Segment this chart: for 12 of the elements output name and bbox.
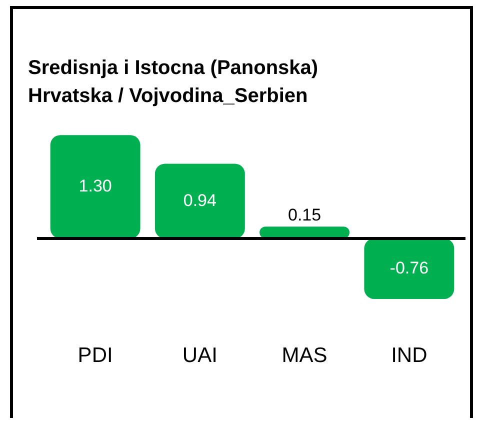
x-tick-label: IND bbox=[391, 344, 428, 368]
bar bbox=[364, 238, 454, 299]
x-tick-label: MAS bbox=[282, 344, 328, 368]
data-label: -0.76 bbox=[390, 258, 429, 278]
data-label: 0.15 bbox=[288, 205, 322, 224]
data-label: 0.94 bbox=[183, 190, 216, 210]
chart-title: Sredisnja i Istocna (Panonska) Hrvatska / Vojvodina_Serbien bbox=[28, 56, 318, 109]
x-tick-label: PDI bbox=[78, 344, 113, 368]
data-label: 1.30 bbox=[78, 176, 112, 196]
x-tick-label: UAI bbox=[182, 344, 218, 368]
bar bbox=[50, 135, 140, 238]
bar bbox=[154, 164, 245, 238]
